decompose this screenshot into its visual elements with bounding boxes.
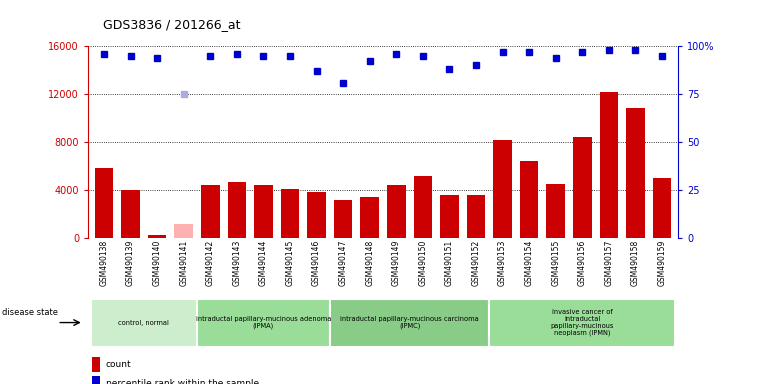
- Text: GDS3836 / 201266_at: GDS3836 / 201266_at: [103, 18, 241, 31]
- Text: control, normal: control, normal: [119, 319, 169, 326]
- Text: intraductal papillary-mucinous carcinoma
(IPMC): intraductal papillary-mucinous carcinoma…: [340, 316, 479, 329]
- Bar: [573, 137, 591, 238]
- Bar: [197, 299, 330, 346]
- Bar: [520, 161, 538, 238]
- Bar: [175, 223, 193, 238]
- Text: percentile rank within the sample: percentile rank within the sample: [106, 379, 259, 384]
- Bar: [90, 299, 197, 346]
- Bar: [489, 299, 676, 346]
- Text: GSM490138: GSM490138: [100, 240, 109, 286]
- Text: GSM490139: GSM490139: [126, 240, 135, 286]
- Bar: [466, 195, 486, 238]
- Bar: [92, 376, 100, 384]
- Bar: [307, 192, 326, 238]
- Text: GSM490151: GSM490151: [445, 240, 454, 286]
- Text: GSM490157: GSM490157: [604, 240, 614, 286]
- Text: GSM490148: GSM490148: [365, 240, 375, 286]
- Bar: [440, 195, 459, 238]
- Bar: [387, 185, 405, 238]
- Bar: [546, 184, 565, 238]
- Bar: [334, 200, 352, 238]
- Text: GSM490140: GSM490140: [152, 240, 162, 286]
- Bar: [228, 182, 246, 238]
- Text: GSM490152: GSM490152: [472, 240, 480, 286]
- Text: GSM490150: GSM490150: [418, 240, 427, 286]
- Text: GSM490143: GSM490143: [232, 240, 241, 286]
- Text: count: count: [106, 360, 132, 369]
- Text: GSM490149: GSM490149: [391, 240, 401, 286]
- Text: GSM490147: GSM490147: [339, 240, 348, 286]
- Bar: [148, 235, 166, 238]
- Bar: [493, 140, 512, 238]
- Text: disease state: disease state: [2, 308, 57, 317]
- Text: GSM490156: GSM490156: [578, 240, 587, 286]
- Bar: [414, 176, 432, 238]
- Text: GSM490155: GSM490155: [552, 240, 560, 286]
- Text: GSM490142: GSM490142: [206, 240, 214, 286]
- Text: GSM490158: GSM490158: [631, 240, 640, 286]
- Text: GSM490154: GSM490154: [525, 240, 534, 286]
- Bar: [121, 190, 140, 238]
- Bar: [95, 169, 113, 238]
- Text: intraductal papillary-mucinous adenoma
(IPMA): intraductal papillary-mucinous adenoma (…: [196, 316, 331, 329]
- Bar: [254, 185, 273, 238]
- Text: GSM490144: GSM490144: [259, 240, 268, 286]
- Text: GSM490141: GSM490141: [179, 240, 188, 286]
- Bar: [92, 357, 100, 372]
- Text: GSM490153: GSM490153: [498, 240, 507, 286]
- Text: GSM490145: GSM490145: [286, 240, 294, 286]
- Bar: [626, 109, 645, 238]
- Bar: [201, 185, 220, 238]
- Bar: [280, 189, 300, 238]
- Bar: [600, 92, 618, 238]
- Bar: [330, 299, 489, 346]
- Text: GSM490146: GSM490146: [312, 240, 321, 286]
- Text: GSM490159: GSM490159: [657, 240, 666, 286]
- Text: invasive cancer of
intraductal
papillary-mucinous
neoplasm (IPMN): invasive cancer of intraductal papillary…: [551, 309, 614, 336]
- Bar: [653, 178, 671, 238]
- Bar: [361, 197, 379, 238]
